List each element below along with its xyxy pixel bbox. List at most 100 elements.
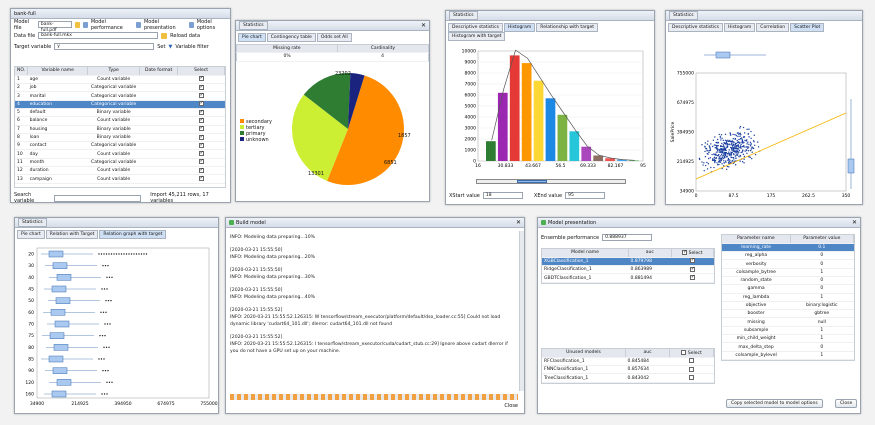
tab-pie-chart[interactable]: Pie chart bbox=[238, 33, 266, 42]
select-checkbox[interactable] bbox=[198, 158, 204, 165]
close-button[interactable]: Close bbox=[504, 403, 518, 409]
table-row[interactable]: 6 balance Count variable bbox=[15, 116, 225, 126]
variable-filter-button[interactable]: Variable filter bbox=[175, 43, 209, 50]
select-checkbox[interactable] bbox=[198, 100, 204, 107]
close-icon[interactable]: ✕ bbox=[851, 219, 857, 226]
tab-pie-chart[interactable]: Pie chart bbox=[17, 230, 45, 239]
table-row[interactable]: reg_lambda 1 bbox=[722, 293, 854, 302]
table-row[interactable]: 3 marital Categorical variable bbox=[15, 91, 225, 101]
model-options-menu[interactable]: Model options bbox=[196, 18, 216, 31]
table-row[interactable]: RFClassification_1 0.845484 bbox=[542, 357, 714, 367]
folder-icon[interactable] bbox=[74, 21, 80, 28]
table-row[interactable]: 12 duration Count variable bbox=[15, 166, 225, 176]
table-row[interactable]: 5 default Binary variable bbox=[15, 108, 225, 118]
x-start-input[interactable]: 18 bbox=[482, 192, 523, 199]
select-checkbox[interactable] bbox=[689, 274, 695, 281]
close-button[interactable]: Close bbox=[835, 399, 858, 408]
tab-histogram[interactable]: Histogram bbox=[723, 23, 756, 32]
select-checkbox[interactable] bbox=[198, 117, 204, 123]
select-all-checkbox[interactable] bbox=[682, 249, 687, 255]
x-tick-label: 43.667 bbox=[525, 163, 541, 169]
table-row[interactable]: GBDTClassification_1 0.881494 bbox=[542, 273, 714, 283]
table-row[interactable]: 10 day Count variable bbox=[15, 149, 225, 159]
log-scrollbar[interactable] bbox=[519, 231, 524, 391]
tab-histogram-target[interactable]: Histogram with target bbox=[448, 32, 506, 41]
table-row[interactable]: subsample 1 bbox=[722, 326, 854, 336]
select-checkbox[interactable] bbox=[198, 75, 204, 82]
select-checkbox[interactable] bbox=[198, 150, 204, 157]
table-row[interactable]: FNNClassification_1 0.857634 bbox=[542, 365, 714, 375]
select-checkbox[interactable] bbox=[198, 175, 204, 181]
statistics-tab[interactable]: Statistics bbox=[669, 11, 698, 20]
statistics-tab[interactable]: Statistics bbox=[239, 21, 268, 30]
table-row[interactable]: booster gbtree bbox=[722, 309, 854, 319]
select-checkbox[interactable] bbox=[198, 142, 204, 148]
table-row[interactable]: learning_rate 0.1 bbox=[722, 243, 854, 253]
table-row[interactable]: TreeClassification_1 0.843042 bbox=[542, 373, 714, 383]
set-button[interactable]: Set bbox=[157, 43, 166, 50]
model-file-field[interactable]: bank-full.pdf bbox=[37, 21, 72, 33]
copy-model-button[interactable]: Copy selected model to model options bbox=[726, 399, 823, 408]
table-row[interactable]: 13 campaign Count variable bbox=[15, 174, 225, 184]
tab-contingency-table[interactable]: Contingency table bbox=[266, 33, 316, 42]
table-row[interactable]: XGBClassification_1 0.879798 bbox=[542, 257, 714, 267]
scatter-point bbox=[728, 143, 730, 146]
close-icon[interactable]: ✕ bbox=[420, 22, 426, 29]
select-checkbox[interactable] bbox=[198, 167, 204, 173]
table-row[interactable]: max_delta_step 0 bbox=[722, 342, 854, 352]
options-icon bbox=[188, 21, 194, 28]
close-icon[interactable]: ✕ bbox=[515, 219, 521, 226]
folder-icon[interactable] bbox=[161, 32, 168, 39]
select-checkbox[interactable] bbox=[198, 92, 204, 99]
search-variable-input[interactable] bbox=[54, 194, 142, 202]
select-checkbox[interactable] bbox=[198, 134, 204, 140]
table-row[interactable]: colsample_bylevel 1 bbox=[722, 351, 854, 360]
select-checkbox[interactable] bbox=[689, 375, 695, 381]
table-row[interactable]: 11 month Categorical variable bbox=[15, 158, 225, 168]
range-slider[interactable] bbox=[476, 179, 626, 184]
tab-histogram[interactable]: Histogram bbox=[503, 23, 536, 32]
select-all-checkbox[interactable] bbox=[681, 349, 687, 355]
tab-scatter-plot[interactable]: Scatter Plot bbox=[790, 23, 825, 32]
select-checkbox[interactable] bbox=[689, 366, 695, 372]
tab-relationship-target[interactable]: Relationship with target bbox=[536, 23, 599, 32]
table-row[interactable]: 9 contact Categorical variable bbox=[15, 141, 225, 151]
select-checkbox[interactable] bbox=[689, 358, 695, 364]
tab-odds-set[interactable]: Odds set All bbox=[316, 33, 352, 42]
select-checkbox[interactable] bbox=[198, 125, 204, 132]
statistics-tab[interactable]: Statistics bbox=[449, 11, 478, 20]
table-row[interactable]: RidgeClassification_1 0.863989 bbox=[542, 265, 714, 275]
table-row[interactable]: objective binary:logistic bbox=[722, 301, 854, 311]
select-checkbox[interactable] bbox=[689, 266, 695, 272]
table-row[interactable]: 7 housing Binary variable bbox=[15, 125, 225, 134]
x-end-input[interactable]: 95 bbox=[565, 192, 606, 199]
table-row[interactable]: 8 loan Binary variable bbox=[15, 133, 225, 143]
scatter-window: Statistics Descriptive statistics Histogr… bbox=[665, 10, 863, 205]
scatter-point bbox=[720, 150, 722, 152]
tab-correlation[interactable]: Correlation bbox=[756, 23, 790, 32]
data-file-field[interactable]: bank-full.mkx bbox=[38, 32, 159, 39]
table-row[interactable]: gamma 0 bbox=[722, 284, 854, 294]
table-row[interactable]: random_state 0 bbox=[722, 276, 854, 286]
statistics-tab[interactable]: Statistics bbox=[18, 218, 47, 227]
select-checkbox[interactable] bbox=[198, 84, 204, 90]
target-variable-select[interactable]: y bbox=[54, 43, 155, 50]
table-row[interactable]: verbosity 0 bbox=[722, 259, 854, 269]
table-row[interactable]: colsample_bytree 1 bbox=[722, 268, 854, 278]
table-row[interactable]: missing null bbox=[722, 317, 854, 327]
model-performance-menu[interactable]: Model performance bbox=[90, 18, 123, 31]
tab-relation-target[interactable]: Relation with Target bbox=[45, 230, 99, 239]
tab-descriptive-statistics[interactable]: Descriptive statistics bbox=[668, 23, 723, 32]
select-checkbox[interactable] bbox=[689, 257, 695, 264]
tab-descriptive-statistics[interactable]: Descriptive statistics bbox=[448, 23, 503, 32]
reload-data-button[interactable]: Reload data bbox=[170, 32, 201, 39]
tab-relation-graph-target[interactable]: Relation graph with target bbox=[99, 230, 167, 239]
table-row[interactable]: reg_alpha 0 bbox=[722, 251, 854, 261]
select-checkbox[interactable] bbox=[198, 109, 204, 115]
table-row[interactable]: 4 education Categorical variable bbox=[15, 100, 225, 110]
table-row[interactable]: 2 job Categorical variable bbox=[15, 83, 225, 93]
model-presentation-menu[interactable]: Model presentation bbox=[143, 18, 176, 31]
scatter-point bbox=[735, 147, 737, 149]
table-row[interactable]: min_child_weight 1 bbox=[722, 334, 854, 344]
table-row[interactable]: 1 age Count variable bbox=[15, 75, 225, 85]
